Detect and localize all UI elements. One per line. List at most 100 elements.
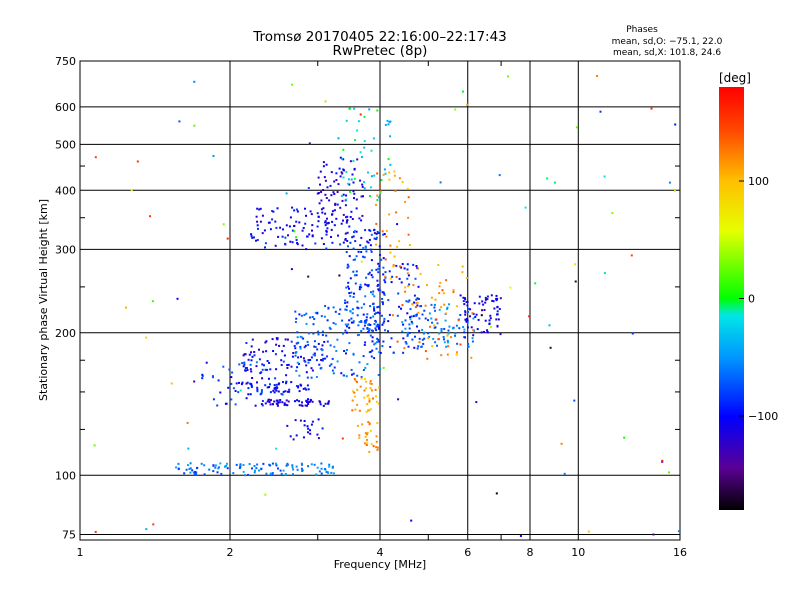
data-point: [349, 216, 352, 218]
data-point: [304, 404, 307, 407]
data-point: [268, 401, 271, 403]
data-point: [387, 123, 390, 126]
data-point: [307, 427, 310, 430]
data-point: [406, 333, 409, 336]
data-point: [424, 350, 427, 353]
data-point: [286, 338, 289, 341]
data-point: [383, 233, 386, 235]
data-point: [397, 398, 400, 401]
data-point: [295, 351, 298, 353]
data-point: [357, 250, 360, 253]
data-point: [417, 285, 420, 288]
data-point: [309, 316, 312, 319]
data-point: [286, 424, 289, 427]
data-point: [285, 224, 288, 227]
data-point: [238, 467, 241, 470]
data-point: [331, 369, 334, 372]
data-point: [320, 366, 323, 369]
y-tick-label: 500: [55, 138, 76, 151]
data-point: [328, 364, 331, 367]
data-point: [310, 463, 313, 466]
data-point: [299, 345, 302, 348]
data-point: [490, 294, 493, 297]
data-point: [323, 176, 326, 179]
data-point: [351, 399, 354, 402]
data-point: [534, 282, 537, 285]
data-point: [291, 355, 294, 358]
data-point: [356, 314, 359, 317]
data-point: [240, 383, 243, 386]
data-point: [346, 231, 349, 234]
data-point: [282, 390, 285, 393]
data-point: [464, 311, 467, 314]
data-point: [330, 171, 333, 174]
data-point: [492, 300, 495, 303]
data-point: [377, 271, 380, 274]
data-point: [320, 359, 323, 361]
data-point: [285, 374, 288, 377]
data-point: [382, 233, 385, 236]
data-point: [244, 353, 247, 356]
data-point: [359, 244, 362, 247]
data-point: [548, 324, 551, 327]
data-point: [411, 303, 414, 306]
data-point: [242, 365, 245, 368]
data-point: [298, 400, 301, 403]
data-point: [370, 355, 373, 358]
data-point: [239, 465, 242, 468]
data-point: [356, 380, 358, 383]
data-point: [366, 433, 369, 436]
data-point: [354, 282, 357, 285]
data-point: [264, 384, 267, 387]
data-point: [375, 440, 378, 443]
x-axis-ticks: 1 2 4 6 8 10 16: [77, 61, 687, 559]
data-point: [355, 270, 358, 273]
data-point: [370, 329, 373, 332]
data-point: [367, 171, 369, 174]
data-point: [345, 375, 348, 378]
data-point: [300, 355, 302, 358]
data-point: [407, 216, 410, 219]
data-point: [345, 198, 348, 201]
data-point: [354, 240, 357, 243]
data-point: [364, 283, 367, 286]
data-point: [275, 464, 278, 467]
data-point: [360, 286, 363, 289]
data-point: [365, 316, 368, 319]
data-point: [456, 342, 459, 345]
data-point: [375, 395, 377, 398]
data-point: [325, 247, 328, 250]
data-point: [183, 472, 186, 475]
data-point: [344, 232, 347, 235]
data-point: [363, 181, 365, 183]
y-tick-label: 100: [55, 469, 76, 482]
data-point: [296, 331, 299, 334]
data-point: [292, 468, 295, 471]
data-point: [292, 352, 295, 354]
data-point: [279, 226, 282, 229]
data-point: [217, 379, 220, 382]
data-point: [404, 319, 407, 322]
data-point: [353, 197, 355, 200]
data-point: [373, 323, 376, 325]
data-point: [360, 219, 363, 222]
data-point: [426, 357, 429, 360]
data-point: [364, 319, 367, 322]
data-point: [205, 361, 208, 364]
data-point: [297, 385, 300, 388]
data-point: [324, 212, 327, 215]
data-point: [256, 239, 259, 241]
data-point: [448, 303, 450, 306]
data-point: [325, 197, 328, 199]
data-point: [307, 401, 310, 404]
data-point: [322, 207, 325, 210]
y-tick-label: 400: [55, 184, 76, 197]
data-point: [349, 190, 351, 193]
data-point: [309, 359, 312, 361]
data-point: [385, 235, 388, 238]
data-point: [356, 388, 359, 391]
data-point: [603, 272, 606, 274]
data-point: [195, 473, 198, 476]
data-point: [325, 163, 328, 166]
data-point: [375, 238, 378, 241]
